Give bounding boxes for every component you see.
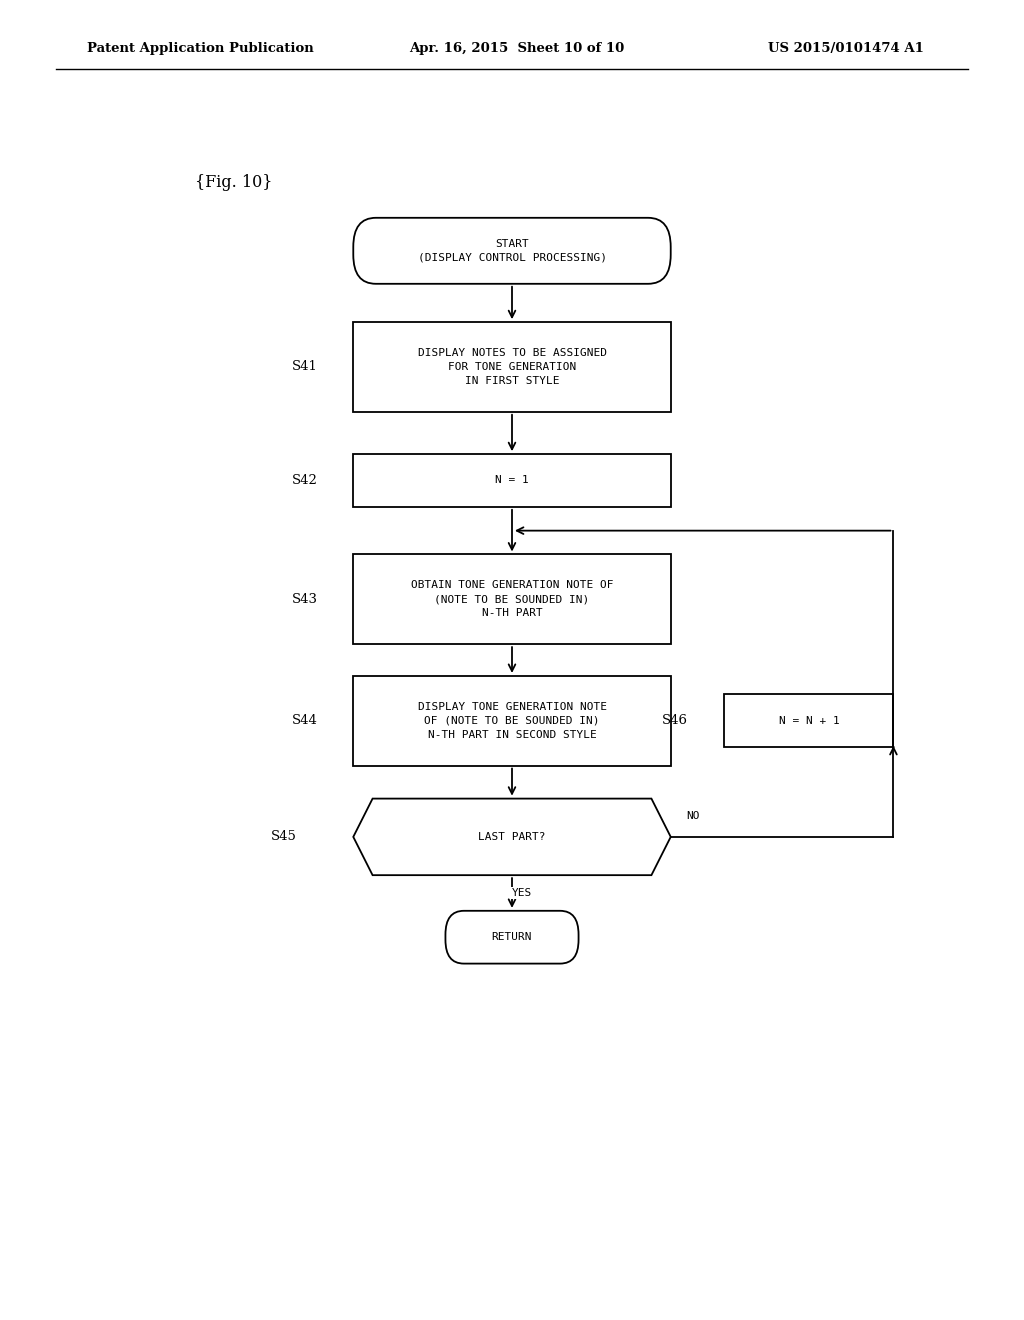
Text: N = N + 1: N = N + 1 xyxy=(778,715,840,726)
Text: S42: S42 xyxy=(292,474,317,487)
Text: Apr. 16, 2015  Sheet 10 of 10: Apr. 16, 2015 Sheet 10 of 10 xyxy=(410,42,625,55)
Text: OBTAIN TONE GENERATION NOTE OF
(NOTE TO BE SOUNDED IN)
N-TH PART: OBTAIN TONE GENERATION NOTE OF (NOTE TO … xyxy=(411,581,613,618)
Text: LAST PART?: LAST PART? xyxy=(478,832,546,842)
Text: DISPLAY NOTES TO BE ASSIGNED
FOR TONE GENERATION
IN FIRST STYLE: DISPLAY NOTES TO BE ASSIGNED FOR TONE GE… xyxy=(418,348,606,385)
Text: S43: S43 xyxy=(292,593,317,606)
Bar xyxy=(353,676,671,766)
Text: S41: S41 xyxy=(292,360,317,374)
Bar xyxy=(725,694,893,747)
Bar xyxy=(353,454,671,507)
FancyBboxPatch shape xyxy=(353,218,671,284)
Text: START
(DISPLAY CONTROL PROCESSING): START (DISPLAY CONTROL PROCESSING) xyxy=(418,239,606,263)
Text: RETURN: RETURN xyxy=(492,932,532,942)
Text: S46: S46 xyxy=(663,714,688,727)
Text: NO: NO xyxy=(686,810,699,821)
Text: S45: S45 xyxy=(271,830,297,843)
Text: US 2015/0101474 A1: US 2015/0101474 A1 xyxy=(768,42,924,55)
Text: Patent Application Publication: Patent Application Publication xyxy=(87,42,313,55)
Bar xyxy=(353,554,671,644)
Bar xyxy=(353,322,671,412)
Text: YES: YES xyxy=(512,888,532,898)
Text: N = 1: N = 1 xyxy=(496,475,528,486)
FancyBboxPatch shape xyxy=(445,911,579,964)
Text: {Fig. 10}: {Fig. 10} xyxy=(195,174,272,190)
Text: DISPLAY TONE GENERATION NOTE
OF (NOTE TO BE SOUNDED IN)
N-TH PART IN SECOND STYL: DISPLAY TONE GENERATION NOTE OF (NOTE TO… xyxy=(418,702,606,739)
Text: S44: S44 xyxy=(292,714,317,727)
Polygon shape xyxy=(353,799,671,875)
